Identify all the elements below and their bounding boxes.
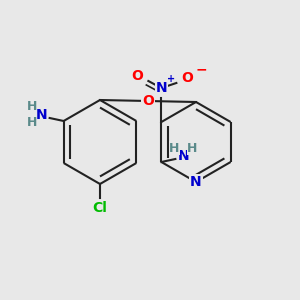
Text: N: N <box>178 149 189 163</box>
Text: O: O <box>142 94 154 108</box>
Text: H: H <box>26 116 37 130</box>
Text: Cl: Cl <box>93 201 107 215</box>
Text: O: O <box>182 71 193 85</box>
Text: H: H <box>187 142 197 154</box>
Text: −: − <box>195 62 207 76</box>
Text: +: + <box>167 74 175 84</box>
Text: N: N <box>190 175 202 189</box>
Text: N: N <box>155 81 167 95</box>
Text: H: H <box>26 100 37 113</box>
Text: N: N <box>36 108 47 122</box>
Text: H: H <box>169 142 179 154</box>
Text: O: O <box>131 69 143 83</box>
